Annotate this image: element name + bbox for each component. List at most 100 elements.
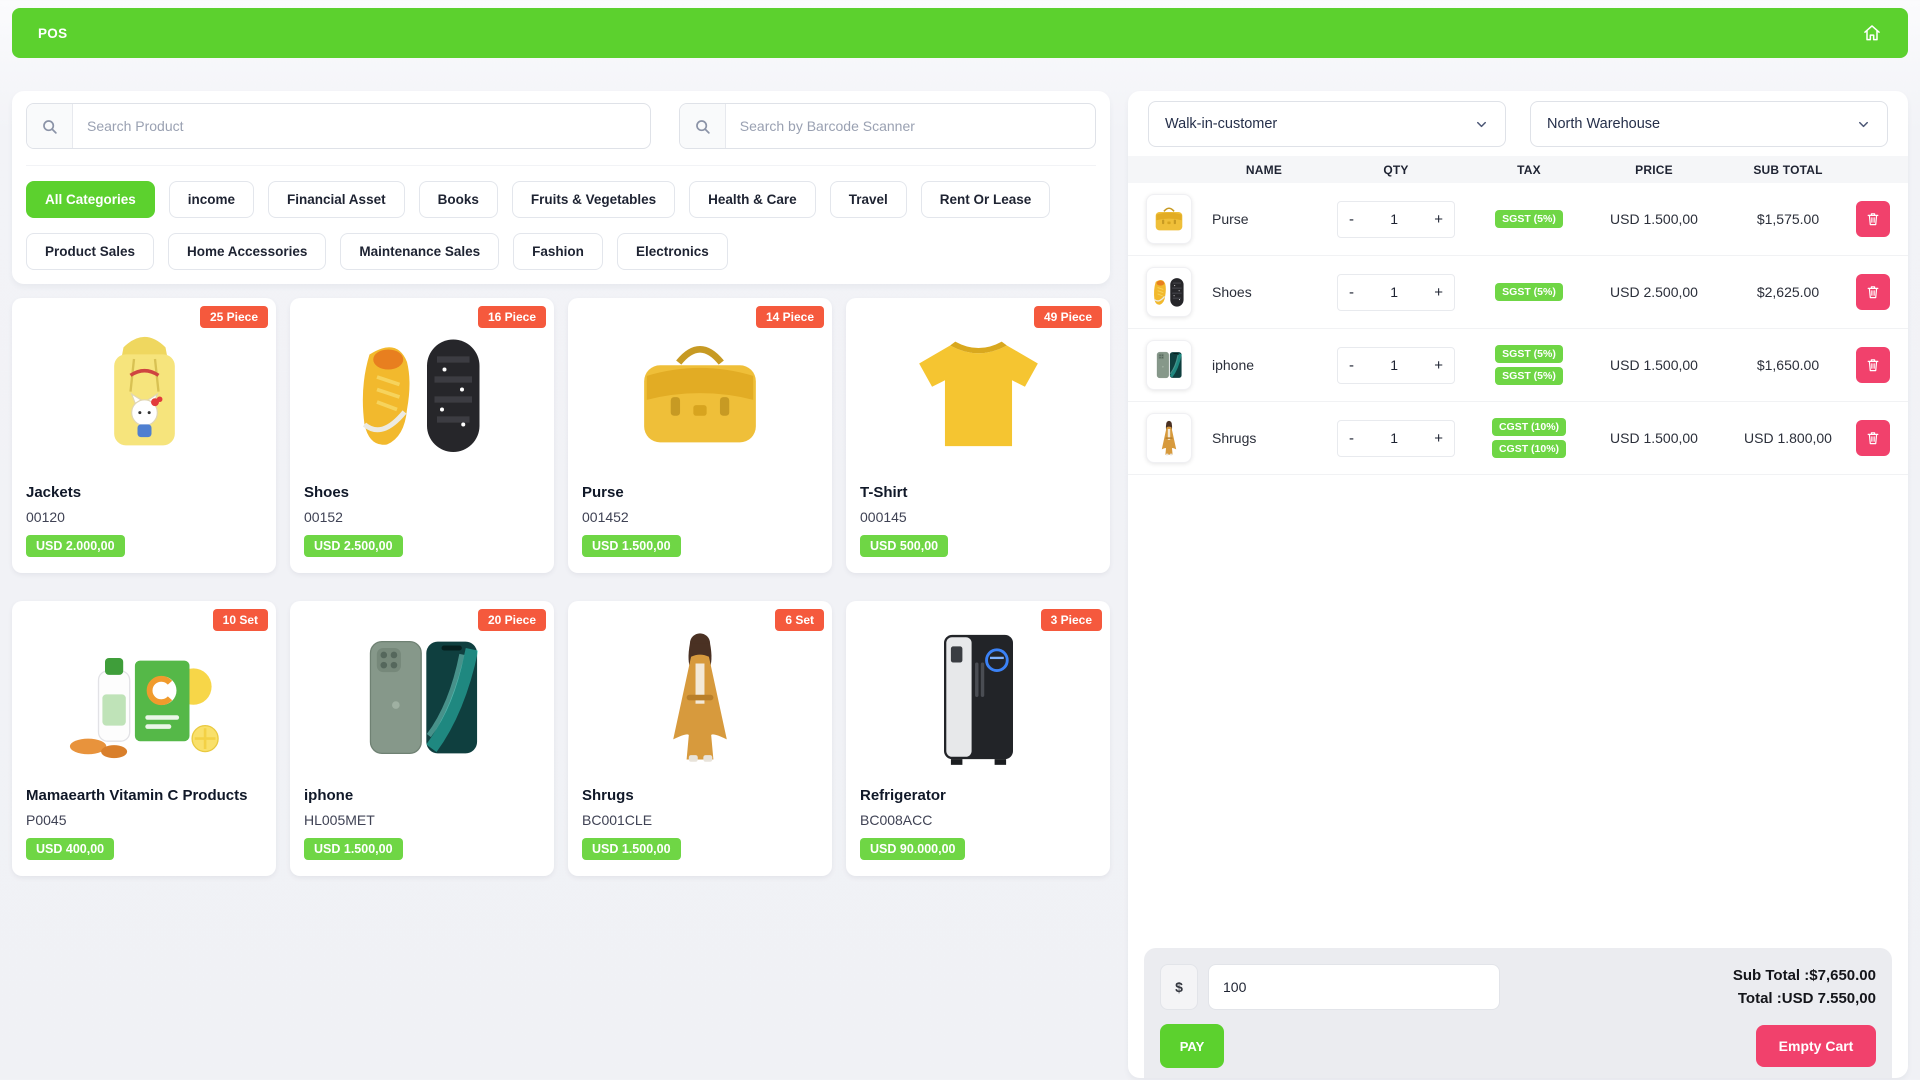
product-code: P0045 — [26, 812, 67, 828]
customer-select[interactable]: Walk-in-customer — [1148, 101, 1506, 147]
category-pill-rent-or-lease[interactable]: Rent Or Lease — [920, 181, 1051, 218]
category-pill-maintenance-sales[interactable]: Maintenance Sales — [340, 233, 500, 270]
product-price-badge: USD 1.500,00 — [582, 535, 681, 557]
product-card-mamaearth-vitamin-c[interactable]: 10 Set Mamaearth Vitamin C Products P004… — [12, 601, 276, 876]
search-icon — [27, 104, 73, 148]
qty-input[interactable] — [1377, 211, 1412, 227]
cart-item-thumbnail-iphone — [1146, 340, 1192, 390]
delete-item-button[interactable] — [1856, 420, 1890, 456]
product-grid: 25 Piece Jackets 00120 USD 2.000,00 16 P… — [12, 298, 1110, 876]
product-card-shrugs[interactable]: 6 Set Shrugs BC001CLE USD 1.500,00 — [568, 601, 832, 876]
qty-decrease-button[interactable]: - — [1349, 429, 1354, 447]
product-name: Shoes — [304, 484, 350, 501]
qty-decrease-button[interactable]: - — [1349, 283, 1354, 301]
qty-increase-button[interactable]: + — [1434, 210, 1443, 228]
delete-item-button[interactable] — [1856, 274, 1890, 310]
cart-row-shoes: Shoes - + SGST (5%) USD 2.500,00 $2,625.… — [1128, 256, 1908, 329]
cart-item-name: iphone — [1212, 357, 1255, 373]
warehouse-select-value: North Warehouse — [1547, 116, 1661, 132]
qty-stepper: - + — [1337, 346, 1455, 384]
qty-decrease-button[interactable]: - — [1349, 210, 1354, 228]
delete-item-button[interactable] — [1856, 201, 1890, 237]
qty-increase-button[interactable]: + — [1434, 429, 1443, 447]
product-image-jacket — [26, 318, 262, 470]
qty-decrease-button[interactable]: - — [1349, 356, 1354, 374]
cart-item-thumbnail-shoes — [1146, 267, 1192, 317]
category-pill-financial-asset[interactable]: Financial Asset — [268, 181, 405, 218]
search-product-input[interactable] — [73, 104, 650, 148]
category-pill-books[interactable]: Books — [418, 181, 498, 218]
product-image-shrug — [582, 621, 818, 773]
warehouse-select[interactable]: North Warehouse — [1530, 101, 1888, 147]
category-pill-product-sales[interactable]: Product Sales — [26, 233, 155, 270]
category-pill-all-categories[interactable]: All Categories — [26, 181, 155, 218]
cart-item-subtotal: USD 1.800,00 — [1744, 430, 1832, 446]
product-code: BC008ACC — [860, 812, 933, 828]
cart-table-header: NAME QTY TAX PRICE SUB TOTAL — [1128, 156, 1908, 183]
payment-amount-input[interactable] — [1208, 963, 1500, 1010]
cart-totals: Sub Total :$7,650.00 Total :USD 7.550,00 — [1733, 964, 1876, 1011]
category-pill-travel[interactable]: Travel — [829, 181, 907, 218]
qty-increase-button[interactable]: + — [1434, 283, 1443, 301]
category-filter: All Categories income Financial Asset Bo… — [26, 165, 1096, 270]
chevron-down-icon — [1474, 117, 1489, 132]
pay-button[interactable]: PAY — [1160, 1024, 1224, 1068]
qty-increase-button[interactable]: + — [1434, 356, 1443, 374]
cart-item-price: USD 2.500,00 — [1610, 284, 1698, 300]
cart-section: Walk-in-customer North Warehouse NAME QT… — [1128, 91, 1908, 1078]
qty-input[interactable] — [1377, 357, 1412, 373]
delete-item-button[interactable] — [1856, 347, 1890, 383]
cart-item-subtotal: $2,625.00 — [1756, 284, 1820, 300]
product-image-tshirt — [860, 318, 1096, 470]
cart-item-name: Shrugs — [1212, 430, 1257, 446]
col-qty: QTY — [1383, 162, 1409, 177]
home-button[interactable] — [1862, 23, 1882, 43]
product-card-iphone[interactable]: 20 Piece iphone HL005MET USD 1.500,00 — [290, 601, 554, 876]
product-name: Mamaearth Vitamin C Products — [26, 787, 248, 804]
product-card-shoes[interactable]: 16 Piece Shoes 00152 USD 2.500,00 — [290, 298, 554, 573]
category-pill-electronics[interactable]: Electronics — [616, 233, 728, 270]
category-pill-home-accessories[interactable]: Home Accessories — [168, 233, 327, 270]
barcode-scanner-input[interactable] — [725, 104, 1095, 148]
product-name: Purse — [582, 484, 624, 501]
tax-badge: SGST (5%) — [1495, 283, 1563, 301]
product-image-iphone — [304, 621, 540, 773]
product-card-refrigerator[interactable]: 3 Piece Refrigerator BC008ACC USD 90.000… — [846, 601, 1110, 876]
trash-icon — [1865, 211, 1881, 227]
cart-item-price: USD 1.500,00 — [1610, 211, 1698, 227]
cart-row-purse: Purse - + SGST (5%) USD 1.500,00 $1,575.… — [1128, 183, 1908, 256]
product-search-group — [26, 103, 651, 149]
product-name: Shrugs — [582, 787, 634, 804]
empty-cart-button[interactable]: Empty Cart — [1756, 1025, 1876, 1067]
cart-item-name: Shoes — [1212, 284, 1252, 300]
tax-badge: CGST (10%) — [1491, 418, 1567, 436]
stock-badge: 25 Piece — [199, 306, 268, 328]
product-card-tshirt[interactable]: 49 Piece T-Shirt 000145 USD 500,00 — [846, 298, 1110, 573]
category-pill-income[interactable]: income — [168, 181, 255, 218]
product-code: HL005MET — [304, 812, 375, 828]
category-pill-health-care[interactable]: Health & Care — [689, 181, 816, 218]
product-code: 001452 — [582, 509, 629, 525]
product-price-badge: USD 400,00 — [26, 838, 115, 860]
product-image-fridge — [860, 621, 1096, 773]
product-code: 00120 — [26, 509, 65, 525]
customer-select-value: Walk-in-customer — [1165, 116, 1278, 132]
stock-badge: 10 Set — [212, 609, 268, 631]
product-code: 00152 — [304, 509, 343, 525]
category-pill-fruits-vegetables[interactable]: Fruits & Vegetables — [511, 181, 676, 218]
search-and-categories-card: All Categories income Financial Asset Bo… — [12, 91, 1110, 284]
col-subtotal: SUB TOTAL — [1753, 162, 1823, 177]
qty-input[interactable] — [1377, 284, 1412, 300]
checkout-panel: $ Sub Total :$7,650.00 Total :USD 7.550,… — [1144, 947, 1892, 1078]
product-price-badge: USD 500,00 — [860, 535, 949, 557]
product-image-shoes — [304, 318, 540, 470]
category-pill-fashion[interactable]: Fashion — [513, 233, 603, 270]
product-card-jackets[interactable]: 25 Piece Jackets 00120 USD 2.000,00 — [12, 298, 276, 573]
product-card-purse[interactable]: 14 Piece Purse 001452 USD 1.500,00 — [568, 298, 832, 573]
cart-item-thumbnail-purse — [1146, 194, 1192, 244]
stock-badge: 16 Piece — [477, 306, 546, 328]
currency-prefix: $ — [1160, 963, 1198, 1010]
product-price-badge: USD 1.500,00 — [582, 838, 681, 860]
col-tax: TAX — [1517, 162, 1541, 177]
qty-input[interactable] — [1377, 430, 1412, 446]
